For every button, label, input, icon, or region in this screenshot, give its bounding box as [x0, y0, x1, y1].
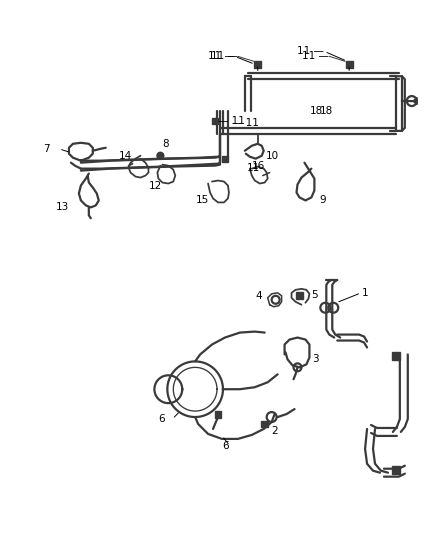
Text: 16: 16: [252, 160, 265, 171]
Text: 5: 5: [311, 290, 318, 300]
Text: 7: 7: [43, 144, 50, 154]
Text: 12: 12: [148, 181, 162, 190]
Bar: [296, 292, 303, 300]
Text: — 11: — 11: [232, 118, 259, 128]
Text: 2: 2: [272, 426, 278, 436]
Text: 18: 18: [319, 106, 332, 116]
Bar: [212, 118, 218, 124]
Text: 13: 13: [56, 203, 69, 212]
Text: 10: 10: [266, 151, 279, 161]
Text: 18: 18: [309, 106, 323, 116]
Text: 11: 11: [247, 163, 260, 173]
Bar: [392, 352, 400, 360]
Text: 8: 8: [162, 139, 169, 149]
Text: 9: 9: [319, 196, 326, 205]
Text: 4: 4: [256, 291, 262, 301]
Bar: [254, 61, 261, 68]
Text: 11 —: 11 —: [302, 51, 329, 61]
Bar: [222, 156, 228, 161]
Text: 15: 15: [196, 196, 209, 205]
Text: 1: 1: [362, 288, 369, 298]
Bar: [215, 410, 222, 417]
Text: 11 —: 11 —: [208, 51, 235, 61]
Text: 6: 6: [222, 441, 229, 451]
Text: — 11: — 11: [218, 116, 245, 126]
Text: 6: 6: [159, 414, 165, 424]
Text: 3: 3: [312, 354, 319, 365]
Bar: [346, 61, 353, 68]
Text: 11 —: 11 —: [297, 46, 324, 56]
Bar: [392, 466, 400, 474]
Bar: [261, 421, 268, 427]
Text: 11 —: 11 —: [211, 51, 238, 61]
Text: 14: 14: [119, 151, 132, 161]
Circle shape: [157, 153, 163, 159]
